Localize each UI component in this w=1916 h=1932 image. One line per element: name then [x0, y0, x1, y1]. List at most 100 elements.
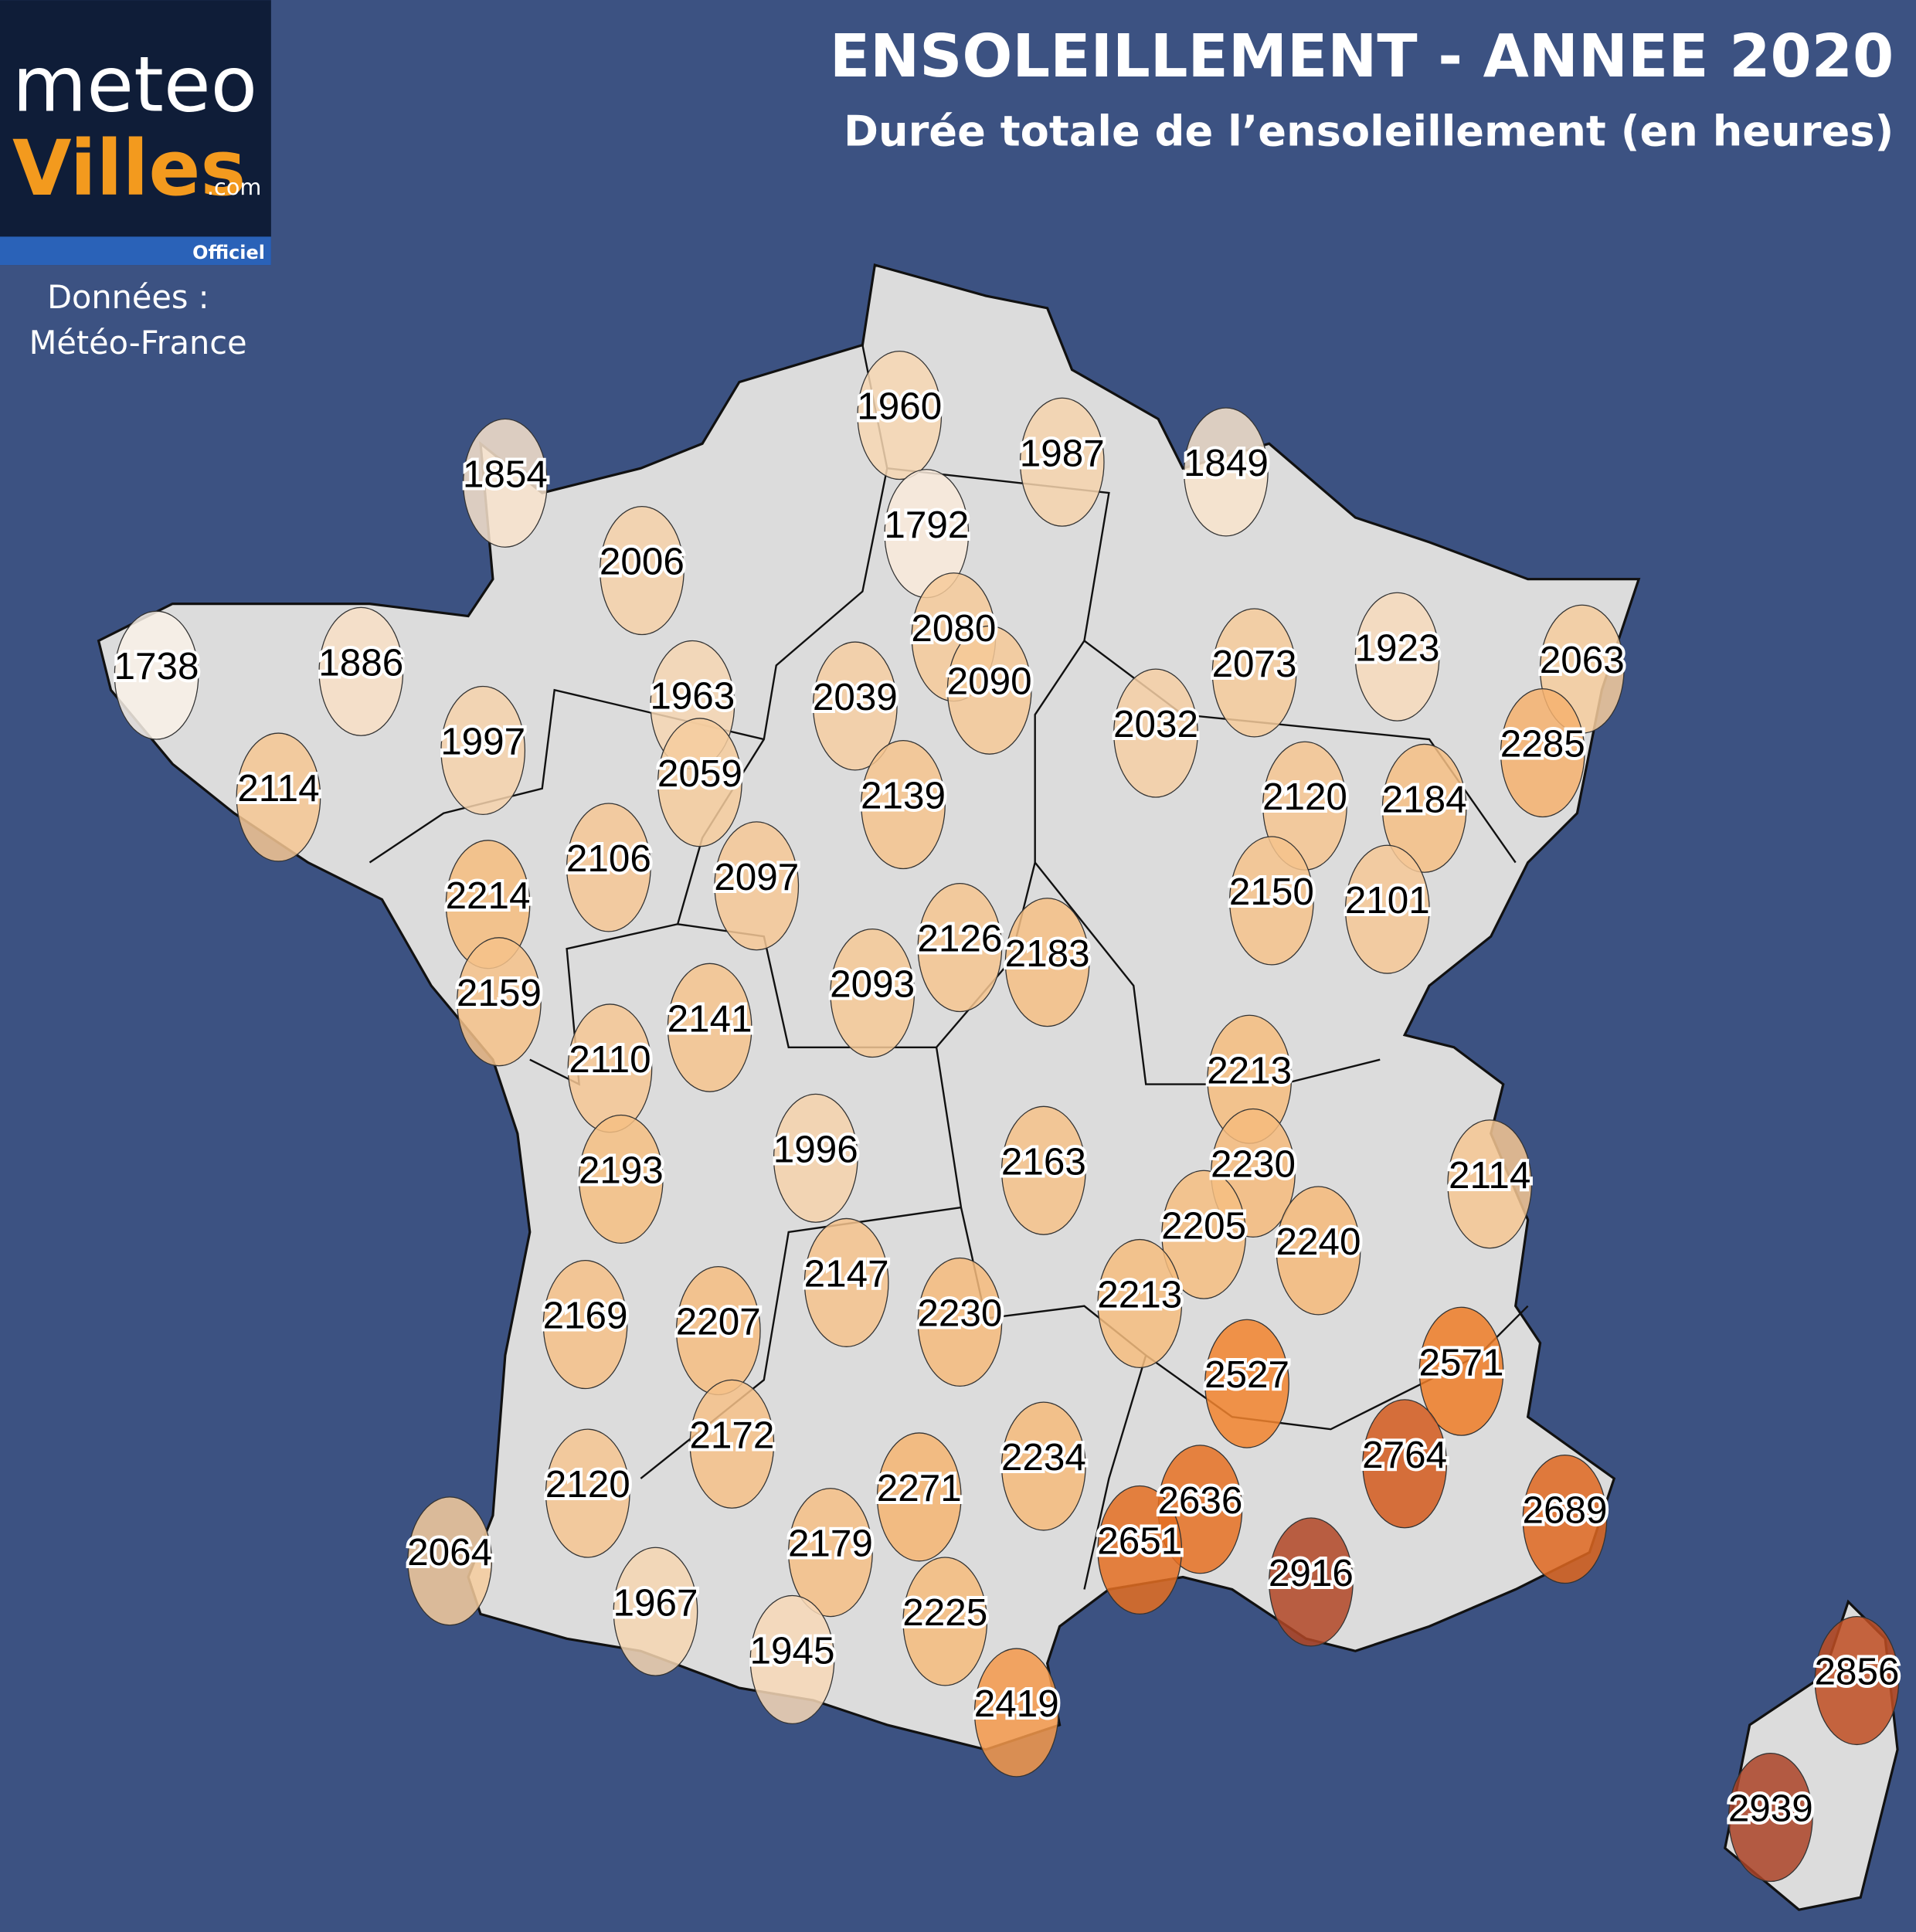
station-label: 2183: [1005, 932, 1090, 975]
station-marker: [1522, 1455, 1608, 1584]
station-label: 1967: [613, 1581, 698, 1624]
station-label: 2172: [689, 1414, 774, 1456]
station-label: 1996: [773, 1128, 858, 1170]
station-marker: [1814, 1615, 1900, 1746]
station-marker: [1344, 844, 1430, 974]
station-label: 2114: [237, 767, 319, 810]
station-marker: [788, 1488, 873, 1618]
station-marker: [407, 1496, 492, 1626]
station-marker: [1204, 1319, 1289, 1448]
station-label: 2120: [1262, 776, 1347, 818]
station-label: 1849: [1184, 442, 1269, 484]
station-marker: [542, 1260, 628, 1390]
station-marker: [566, 803, 651, 932]
station-label: 2101: [1345, 879, 1430, 922]
station-marker: [463, 418, 548, 548]
station-label: 2939: [1728, 1788, 1813, 1830]
station-label: 2230: [917, 1292, 1002, 1335]
station-marker: [1113, 668, 1198, 798]
station-label: 2139: [861, 775, 946, 817]
station-label: 2213: [1207, 1049, 1292, 1092]
station-marker: [1019, 397, 1105, 527]
station-marker: [1161, 1170, 1247, 1299]
station-label: 2093: [830, 963, 915, 1006]
station-label: 2205: [1161, 1204, 1246, 1247]
station-marker: [714, 821, 800, 951]
station-marker: [830, 929, 916, 1058]
station-marker: [236, 732, 321, 862]
station-marker: [657, 718, 742, 847]
station-label: 1960: [857, 385, 942, 428]
station-label: 1854: [463, 453, 548, 495]
station-label: 2141: [668, 997, 752, 1040]
station-label: 2230: [1211, 1143, 1296, 1186]
station-label: 1963: [650, 674, 735, 717]
station-marker: [1229, 836, 1314, 966]
station-label: 2150: [1229, 871, 1314, 913]
station-marker: [946, 625, 1032, 755]
station-label: 2114: [1449, 1154, 1530, 1197]
station-label: 2651: [1097, 1520, 1182, 1563]
station-marker: [1004, 898, 1090, 1027]
station-label: 2571: [1419, 1341, 1504, 1384]
station-label: 1997: [440, 720, 525, 762]
station-label: 2039: [813, 676, 898, 718]
station-marker: [667, 963, 752, 1092]
station-label: 2636: [1157, 1479, 1242, 1522]
station-marker: [1447, 1119, 1533, 1249]
station-marker: [749, 1594, 835, 1724]
station-label: 2207: [676, 1301, 761, 1343]
logo-strip: [0, 236, 271, 266]
station-label: 2059: [657, 752, 742, 795]
logo-box: [0, 0, 271, 266]
station-marker: [457, 937, 542, 1067]
station-marker: [857, 351, 943, 480]
station-label: 1987: [1020, 432, 1105, 474]
station-label: 2106: [566, 837, 651, 880]
station-marker: [689, 1379, 775, 1509]
station-marker: [902, 1557, 988, 1686]
station-marker: [773, 1093, 858, 1223]
station-marker: [812, 641, 898, 771]
station-marker: [1500, 688, 1585, 818]
title: ENSOLEILLEMENT - ANNEE 2020: [830, 22, 1894, 91]
station-label: 2073: [1212, 643, 1297, 685]
station-label: 2120: [545, 1463, 630, 1506]
station-marker: [973, 1648, 1059, 1778]
station-label: 2080: [911, 607, 996, 650]
station-label: 2856: [1814, 1651, 1899, 1693]
station-marker: [917, 1257, 1003, 1387]
station-marker: [1097, 1485, 1183, 1615]
station-label: 2163: [1001, 1140, 1086, 1183]
station-label: 2193: [579, 1149, 664, 1191]
station-label: 2234: [1001, 1436, 1086, 1479]
station-marker: [1362, 1399, 1447, 1529]
station-marker: [578, 1114, 664, 1244]
station-marker: [1276, 1186, 1361, 1316]
station-marker: [1211, 608, 1297, 738]
station-marker: [803, 1217, 889, 1347]
station-label: 2090: [947, 660, 1032, 702]
station-label: 1923: [1355, 626, 1440, 669]
station-marker: [613, 1547, 698, 1676]
station-label: 2064: [407, 1531, 492, 1574]
station-label: 2419: [974, 1682, 1059, 1725]
source-text: Météo-France: [29, 324, 247, 362]
station-label: 2213: [1097, 1274, 1182, 1316]
station-label: 2271: [877, 1467, 962, 1509]
station-marker: [318, 606, 404, 736]
subtitle: Durée totale de l’ensoleillement (en heu…: [844, 107, 1894, 155]
station-marker: [876, 1432, 962, 1562]
station-marker: [861, 740, 946, 870]
station-marker: [1269, 1517, 1354, 1647]
station-label: 2214: [446, 874, 531, 917]
station-marker: [600, 505, 685, 636]
station-marker: [1000, 1401, 1086, 1531]
station-label: 2764: [1362, 1434, 1447, 1476]
station-label: 2916: [1269, 1552, 1354, 1594]
station-label: 1738: [114, 645, 199, 688]
logo-suffix: .com: [207, 174, 261, 200]
station-marker: [1354, 592, 1440, 722]
station-label: 2184: [1382, 778, 1467, 820]
